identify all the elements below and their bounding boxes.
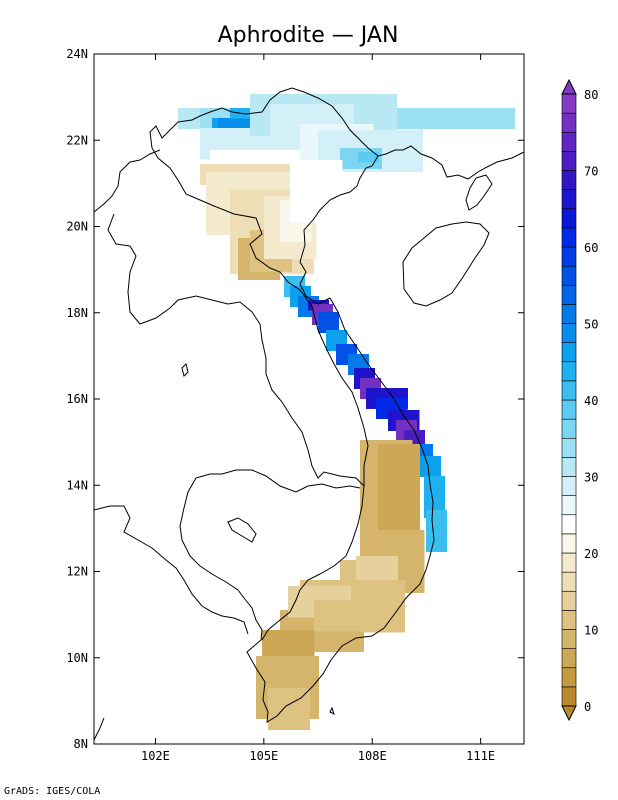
colorbar-label: 50 [584, 318, 598, 332]
colorbar-label: 0 [584, 700, 591, 714]
coast-bangkok [93, 717, 105, 741]
colorbar-segment [561, 151, 577, 171]
colorbar-label: 10 [584, 624, 598, 638]
colorbar-label: 40 [584, 394, 598, 408]
lon-tick-label: 111E [466, 749, 495, 763]
colorbar-label: 30 [584, 471, 598, 485]
lat-tick-label: 12N [66, 565, 88, 579]
precip-block [318, 312, 339, 333]
colorbar-segment [561, 93, 577, 114]
colorbar-segment [561, 552, 577, 573]
colorbar-segment [561, 399, 577, 420]
lon-tick-label: 102E [141, 749, 170, 763]
colorbar-segment [561, 610, 577, 630]
precip-block [424, 476, 445, 518]
border-vietnam-china-laos [177, 87, 379, 157]
precip-block [290, 160, 343, 223]
lon-tick-label: 105E [249, 749, 278, 763]
precip-block [420, 456, 441, 477]
colorbar-segment [561, 342, 577, 363]
colorbar-segment [561, 590, 577, 611]
lat-tick-label: 20N [66, 220, 88, 234]
precip-block [358, 152, 379, 163]
colorbar-segment [561, 437, 577, 458]
colorbar-segment [561, 667, 577, 688]
colorbar-segment [561, 418, 577, 439]
leizhou-peninsula [465, 174, 493, 211]
colorbar-labels: 0 10 20 30 40 50 60 70 80 [584, 88, 598, 714]
colorbar-label: 70 [584, 165, 598, 179]
lat-tick-label: 8N [74, 737, 88, 751]
border-thailand-cambodia [179, 469, 361, 599]
precip-block [268, 688, 310, 730]
colorbar-segment [561, 476, 577, 496]
colorbar-segment [561, 686, 577, 707]
colorbar-segment [561, 323, 577, 343]
border-laos-thailand [93, 149, 365, 487]
colorbar-over-arrow [561, 78, 577, 95]
colorbar-segment [561, 112, 577, 133]
lat-tick-label: 22N [66, 133, 88, 147]
lat-tick-label: 18N [66, 306, 88, 320]
colorbar-segment [561, 380, 577, 401]
precip-block [426, 510, 447, 552]
colorbar-segment [561, 208, 577, 229]
lon-tick-label: 108E [358, 749, 387, 763]
grads-credit: GrADS: IGES/COLA [4, 786, 101, 797]
lat-axis: 8N 10N 12N 14N 16N 18N 20N 22N 24N [66, 47, 524, 751]
coastline-mainland [299, 145, 525, 305]
colorbar-segment [561, 361, 577, 382]
lat-tick-label: 16N [66, 392, 88, 406]
colorbar-label: 80 [584, 88, 598, 102]
colorbar-under-arrow [561, 705, 577, 722]
colorbar [561, 78, 577, 722]
colorbar-label: 60 [584, 241, 598, 255]
colorbar-segment [561, 265, 577, 286]
tonle-sap-lake [227, 517, 257, 543]
colorbar-segment [561, 571, 577, 592]
lat-tick-label: 24N [66, 47, 88, 61]
border-vietnam-laos [149, 121, 369, 486]
colorbar-segment [561, 170, 577, 190]
lat-tick-label: 14N [66, 478, 88, 492]
colorbar-segment [561, 246, 577, 267]
colorbar-segment [561, 648, 577, 669]
colorbar-segment [561, 227, 577, 248]
colorbar-segment [561, 131, 577, 152]
colorbar-segment [561, 304, 577, 324]
colorbar-segment [561, 189, 577, 210]
coastline-central [246, 297, 435, 723]
small-island-2 [329, 706, 335, 715]
coastlines-and-borders [93, 87, 525, 741]
colorbar-segment [561, 629, 577, 649]
colorbar-segment [561, 533, 577, 554]
precip-block [314, 600, 398, 632]
colorbar-segment [561, 495, 577, 516]
colorbar-segment [561, 514, 577, 535]
border-cambodia-vietnam [243, 485, 365, 641]
colorbar-label: 20 [584, 547, 598, 561]
map-title: Aphrodite — JAN [218, 23, 399, 48]
lon-axis: 102E 105E 108E 111E [141, 54, 495, 763]
colorbar-segment [561, 457, 577, 477]
lat-tick-label: 10N [66, 651, 88, 665]
precip-cells [176, 94, 515, 730]
hainan-island [402, 221, 490, 307]
small-island-1 [181, 363, 189, 377]
coast-gulf-of-thailand [93, 505, 249, 635]
colorbar-segment [561, 284, 577, 305]
